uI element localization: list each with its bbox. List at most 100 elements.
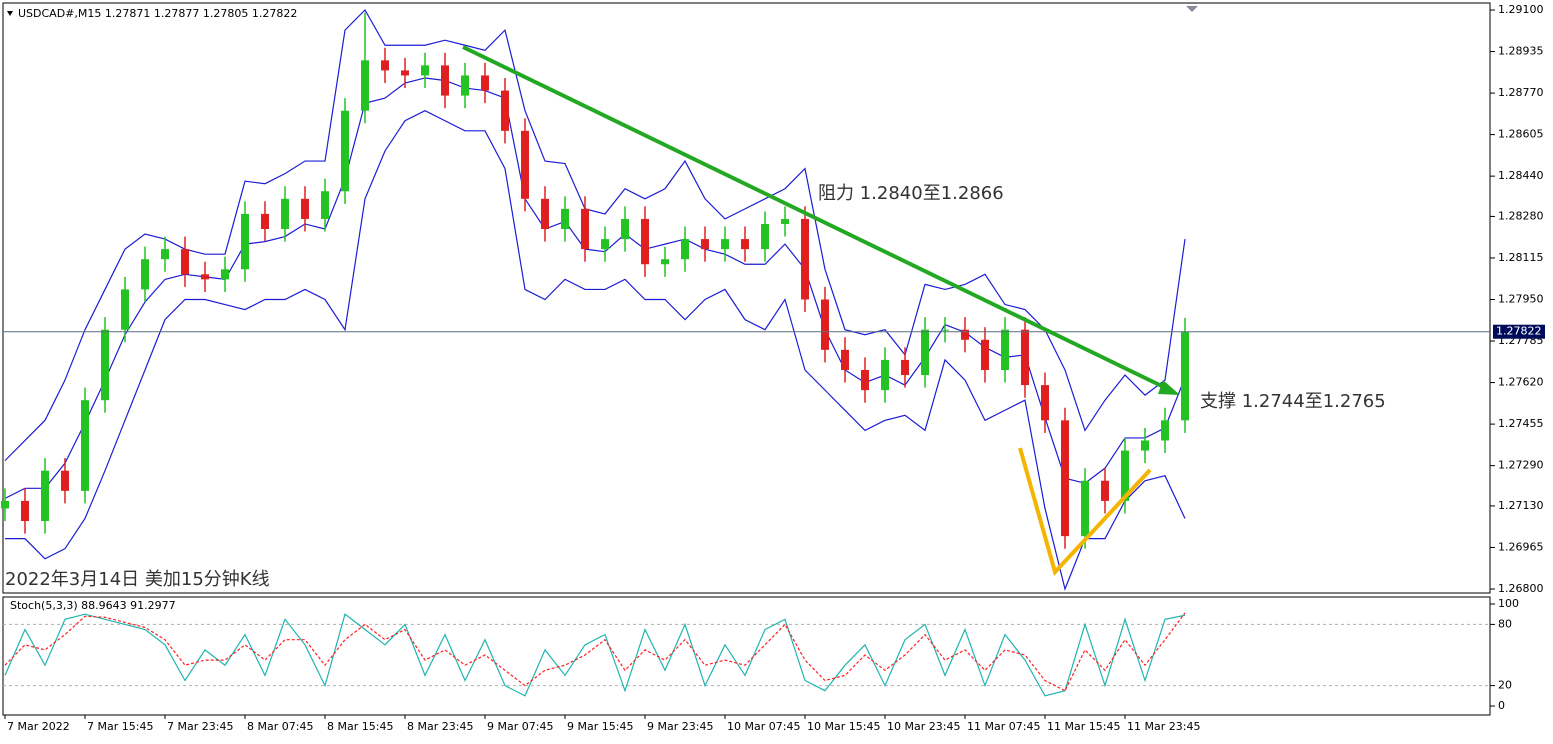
x-tick-label: 8 Mar 15:45 [327, 720, 393, 733]
candle-body [941, 329, 949, 331]
candle-body [981, 339, 989, 370]
main-panel: 1.29100 1.28935 1.28770 1.28605 1.28440 1.282… [1, 3, 1545, 733]
candle-body [801, 218, 809, 300]
candle-body [901, 359, 909, 376]
stoch-line [4, 613, 1186, 697]
candle-body [641, 218, 649, 265]
candle-body [881, 359, 889, 391]
candle-body [1101, 480, 1109, 501]
caption: 2022年3月14日 美加15分钟K线 [5, 569, 270, 590]
candle-body [41, 470, 49, 522]
symbol-header: USDCAD#,M15 1.27871 1.27877 1.27805 1.27… [18, 7, 297, 20]
stoch-title: Stoch(5,3,3) [10, 599, 78, 612]
candle-body [821, 299, 829, 350]
candle-body [521, 130, 529, 199]
y-tick-label: 1.27130 [1498, 499, 1544, 512]
candle-body [501, 90, 509, 131]
trendline-arrow [1158, 380, 1180, 395]
candle-body [701, 239, 709, 250]
candle-body [101, 329, 109, 401]
candle-body [1121, 450, 1129, 501]
x-tick-label: 7 Mar 2022 [7, 720, 70, 733]
high-value: 1.27877 [154, 7, 200, 20]
candle-body [261, 213, 269, 230]
bollinger-band [5, 110, 1186, 591]
close-value: 1.27822 [252, 7, 298, 20]
x-tick-label: 9 Mar 15:45 [567, 720, 633, 733]
candle-body [841, 349, 849, 370]
y-tick-label: 1.29100 [1498, 3, 1544, 16]
y-tick-label: 1.28440 [1498, 169, 1544, 182]
candle-body [1, 500, 9, 509]
open-value: 1.27871 [105, 7, 151, 20]
candle-body [1081, 480, 1089, 537]
candle-body [221, 269, 229, 280]
y-tick-label: 1.28605 [1498, 128, 1544, 141]
y-tick-label: 1.28115 [1498, 251, 1544, 264]
candle-body [381, 60, 389, 71]
candle-body [461, 75, 469, 96]
candle-body [121, 289, 129, 330]
x-tick-label: 10 Mar 15:45 [807, 720, 880, 733]
candle-body [241, 213, 249, 270]
candle-body [861, 369, 869, 391]
shift-marker [1186, 6, 1198, 12]
y-tick-label: 20 [1498, 679, 1512, 692]
x-tick-label: 10 Mar 07:45 [727, 720, 800, 733]
x-tick-label: 11 Mar 23:45 [1127, 720, 1200, 733]
candle-body [161, 249, 169, 260]
candle-body [281, 198, 289, 230]
current-price-label: 1.27822 [1496, 325, 1542, 338]
candle-body [481, 75, 489, 91]
candle-body [421, 65, 429, 76]
candle-body [181, 249, 189, 275]
candle-body [721, 239, 729, 250]
candle-body [141, 259, 149, 290]
y-tick-label: 80 [1498, 617, 1512, 630]
y-tick-label: 100 [1498, 597, 1519, 610]
candle-body [741, 239, 749, 250]
y-tick-label: 1.27455 [1498, 417, 1544, 430]
candle-body [61, 470, 69, 491]
candle-body [1181, 331, 1189, 421]
resistance-trendline [462, 45, 1173, 393]
y-tick-label: 0 [1498, 699, 1505, 712]
support-v-line [1018, 447, 1152, 576]
stoch-d-value: 91.2977 [130, 599, 176, 612]
candle-body [921, 329, 929, 376]
candle-body [21, 500, 29, 522]
y-tick-label: 1.26800 [1498, 582, 1544, 595]
candle-body [81, 400, 89, 491]
x-tick-label: 7 Mar 23:45 [167, 720, 233, 733]
candle-body [401, 70, 409, 76]
candle-body [781, 218, 789, 224]
x-tick-label: 8 Mar 23:45 [407, 720, 473, 733]
candle-body [321, 191, 329, 219]
y-tick-label: 1.27290 [1498, 459, 1544, 472]
main-frame [2, 2, 1491, 594]
y-tick-label: 1.28770 [1498, 86, 1544, 99]
candle-body [561, 208, 569, 230]
support-label: 支撑 1.2744至1.2765 [1200, 391, 1386, 412]
candle-body [1021, 329, 1029, 386]
y-tick-label: 1.26965 [1498, 540, 1544, 553]
symbol: USDCAD#,M15 [18, 7, 101, 20]
candle-body [681, 239, 689, 260]
stoch-line [4, 612, 1186, 692]
candle-body [1041, 385, 1049, 421]
candle-body [361, 60, 369, 111]
y-tick-label: 1.28935 [1498, 45, 1544, 58]
candle-body [1061, 420, 1069, 537]
y-tick-label: 1.27620 [1498, 376, 1544, 389]
candle-body [541, 198, 549, 230]
candle-body [1001, 329, 1009, 370]
candle-body [661, 259, 669, 265]
candle-body [1161, 420, 1169, 441]
candle-body [441, 65, 449, 96]
candle-body [341, 110, 349, 192]
stoch-header: Stoch(5,3,3) 88.9643 91.2977 [10, 599, 176, 612]
candle-body [961, 329, 969, 340]
candle-body [761, 223, 769, 250]
